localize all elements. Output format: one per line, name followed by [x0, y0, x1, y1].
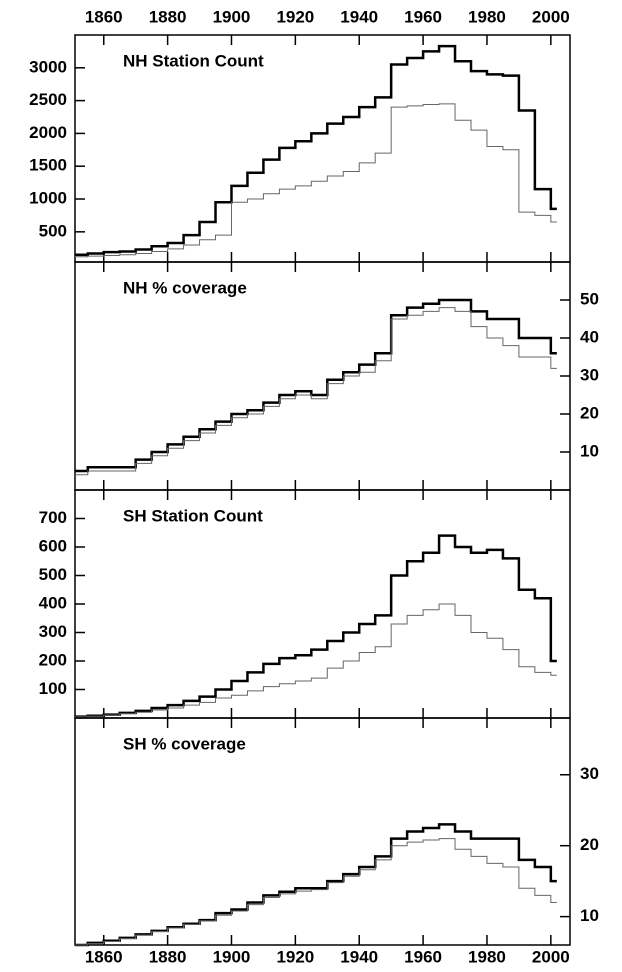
- y-tick-label: 300: [39, 622, 67, 641]
- y-tick-label: 20: [580, 403, 599, 422]
- x-tick-label: 1860: [85, 7, 123, 26]
- x-tick-label: 1860: [85, 947, 123, 966]
- x-tick-label: 2000: [532, 7, 570, 26]
- y-tick-label: 2000: [29, 123, 67, 142]
- data-line: [75, 823, 557, 947]
- panel-title: NH % coverage: [123, 278, 247, 297]
- x-tick-label: 1980: [468, 947, 506, 966]
- x-tick-label: 1880: [149, 947, 187, 966]
- x-tick-label: 1900: [213, 7, 251, 26]
- x-tick-label: 1960: [404, 947, 442, 966]
- y-tick-label: 20: [580, 835, 599, 854]
- y-tick-label: 200: [39, 650, 67, 669]
- data-line: [75, 307, 557, 476]
- panel-frame: [74, 717, 571, 946]
- y-tick-label: 30: [580, 365, 599, 384]
- x-tick-label: 1880: [149, 7, 187, 26]
- panel-title: SH Station Count: [123, 506, 263, 525]
- y-tick-label: 500: [39, 565, 67, 584]
- x-tick-label: 1940: [340, 947, 378, 966]
- y-tick-label: 500: [39, 221, 67, 240]
- y-tick-label: 10: [580, 441, 599, 460]
- y-tick-label: 1500: [29, 156, 67, 175]
- x-tick-label: 1940: [340, 7, 378, 26]
- data-line: [75, 534, 557, 718]
- data-line: [75, 603, 557, 718]
- data-line: [75, 103, 557, 258]
- x-tick-label: 1980: [468, 7, 506, 26]
- panel-title: NH Station Count: [123, 51, 264, 70]
- x-tick-label: 1920: [276, 947, 314, 966]
- y-tick-label: 50: [580, 289, 599, 308]
- y-tick-label: 2500: [29, 90, 67, 109]
- data-line: [75, 298, 557, 473]
- data-line: [75, 44, 557, 257]
- x-tick-label: 1960: [404, 7, 442, 26]
- x-tick-label: 1900: [213, 947, 251, 966]
- y-tick-label: 700: [39, 508, 67, 527]
- y-tick-label: 400: [39, 593, 67, 612]
- panel-title: SH % coverage: [123, 734, 246, 753]
- x-tick-label: 1920: [276, 7, 314, 26]
- x-tick-label: 2000: [532, 947, 570, 966]
- y-tick-label: 30: [580, 764, 599, 783]
- y-tick-label: 10: [580, 906, 599, 925]
- data-line: [75, 838, 557, 946]
- y-tick-label: 600: [39, 536, 67, 555]
- y-tick-label: 100: [39, 679, 67, 698]
- y-tick-label: 40: [580, 327, 599, 346]
- y-tick-label: 1000: [29, 189, 67, 208]
- y-tick-label: 3000: [29, 57, 67, 76]
